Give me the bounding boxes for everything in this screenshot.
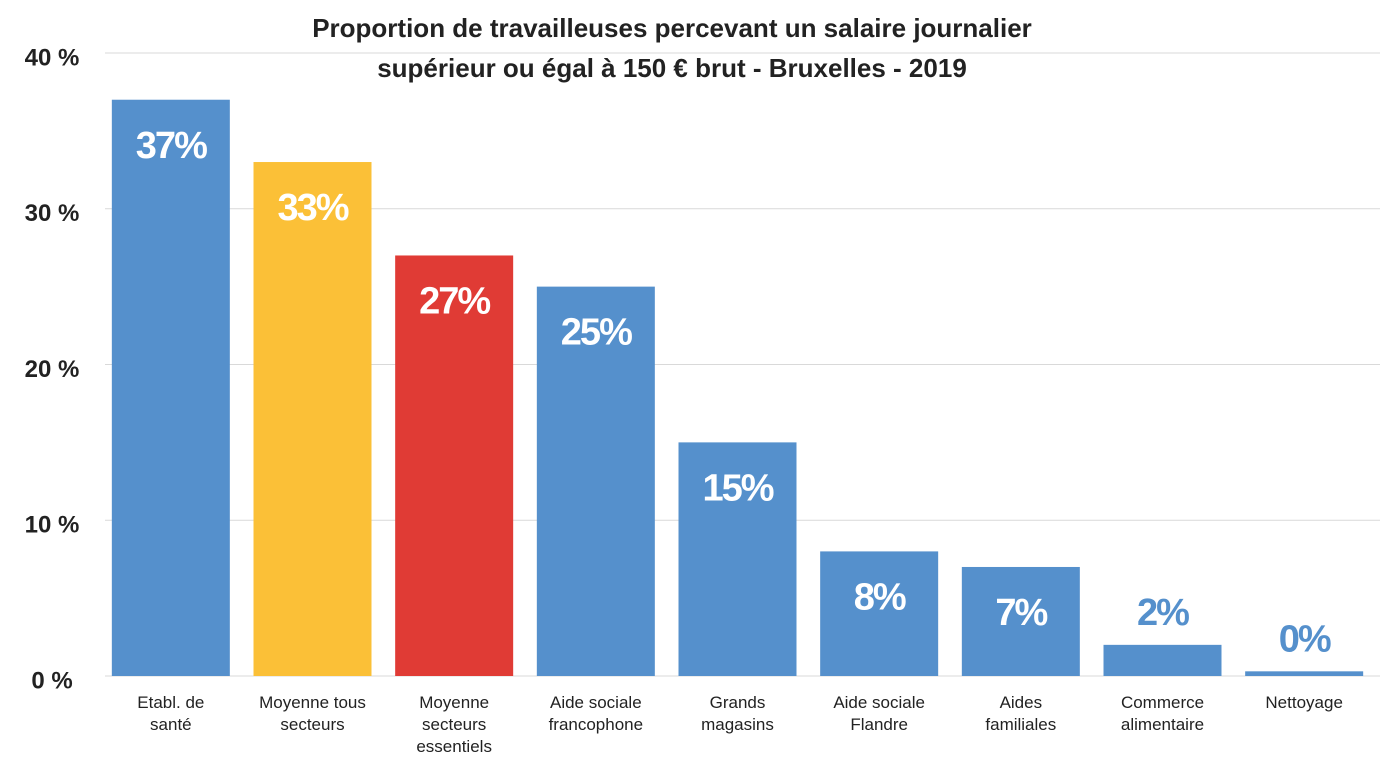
bar [1245,671,1364,676]
bar [111,99,230,677]
data-label: 33% [277,187,348,229]
data-label: 8% [854,576,906,618]
x-tick-label: Commerce alimentaire [1120,693,1205,734]
bar [395,255,514,676]
bar [253,162,372,676]
x-tick-label: Aide sociale francophone [548,693,644,734]
y-tick-label: 0 % [31,667,72,694]
chart-title: Proportion de travailleuses percevant un… [312,13,1032,43]
data-label: 2% [1137,592,1189,634]
data-label: 0% [1279,618,1331,660]
bar [820,551,939,676]
data-label: 15% [702,467,773,509]
bar [536,286,655,676]
bar [961,566,1080,676]
y-tick-label: 30 % [25,200,80,227]
data-label: 7% [995,592,1047,634]
data-label: 27% [419,281,490,323]
x-tick-label: Nettoyage [1265,693,1343,712]
y-tick-label: 40 % [25,44,80,71]
x-tick-label: Moyenne secteurs essentiels [416,693,492,756]
x-tick-label: Grands magasins [701,693,774,734]
x-tick-label: Etabl. de santé [137,693,205,734]
x-tick-label: Aide sociale Flandre [833,693,925,734]
bar [1103,644,1222,676]
y-tick-label: 20 % [25,356,80,383]
x-tick-label: Moyenne tous secteurs [259,693,366,734]
data-label: 37% [136,125,207,167]
x-tick-label: Aides familiales [985,693,1057,734]
chart-title: supérieur ou égal à 150 € brut - Bruxell… [377,53,967,83]
y-tick-label: 10 % [25,512,80,539]
bar [678,442,797,676]
data-label: 25% [561,312,632,354]
